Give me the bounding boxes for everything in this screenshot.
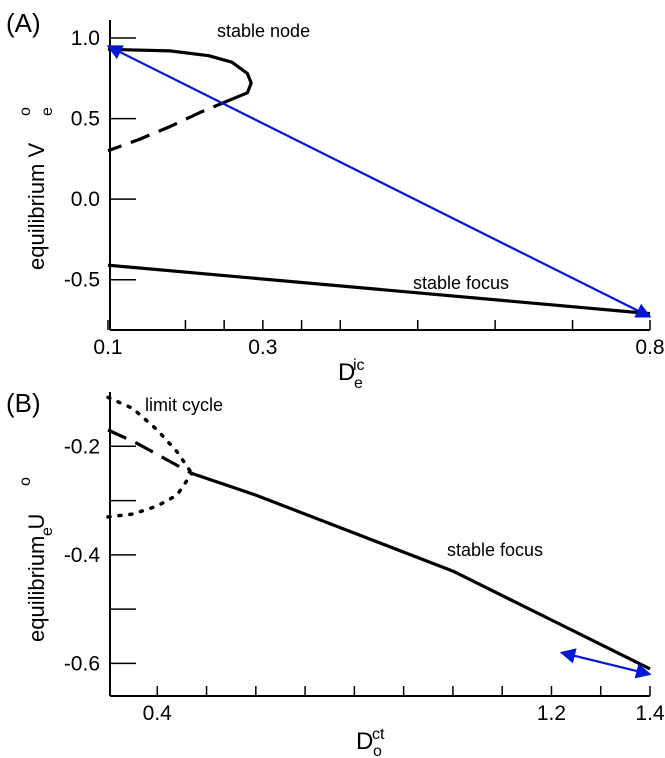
panel-a: (A) 0.1 0.3 0.8 1.0 0.5 0.0 -0.5 stable node s… [6, 8, 665, 392]
blue-double-arrow [108, 46, 650, 317]
series-branch-dotted [108, 473, 192, 517]
y-label-sup: o [17, 107, 34, 116]
series-branch-dashed [108, 99, 232, 151]
annotation-stable-focus-b: stable focus [447, 540, 543, 560]
y-label-sub: e [39, 107, 56, 116]
panel-a-axes [110, 20, 650, 330]
y-tick-label: -0.6 [64, 652, 100, 675]
y-tick-label: -0.5 [64, 269, 100, 292]
x-tick-label: 1.2 [537, 702, 566, 725]
y-label-base: equilibrium V [24, 143, 49, 270]
panel-a-ticks: 0.1 0.3 0.8 1.0 0.5 0.0 -0.5 [64, 27, 665, 359]
y-label-sup: o [17, 477, 34, 486]
x-label-sup: ct [372, 726, 385, 743]
y-tick-label: -0.4 [64, 544, 101, 567]
x-label-sup: ic [353, 357, 365, 374]
x-tick-label: 0.3 [248, 336, 277, 359]
annotation-stable-node: stable node [217, 21, 310, 41]
panel-a-y-label: equilibrium V o e [17, 107, 56, 270]
x-tick-label: 0.8 [635, 336, 664, 359]
panel-b-y-label: equilibrium U o e [17, 477, 56, 642]
panel-b-letter: (B) [6, 388, 41, 418]
panel-a-letter: (A) [6, 8, 41, 38]
x-tick-label: 1.4 [635, 702, 665, 725]
annotation-stable-focus-a: stable focus [413, 273, 509, 293]
x-label-sub: o [373, 743, 382, 758]
panel-a-x-label: D ic e [338, 357, 365, 392]
panel-b-curves [108, 397, 650, 674]
annotation-limit-cycle: limit cycle [145, 395, 223, 415]
series-branch-dashed [108, 430, 192, 473]
x-label-sub: e [354, 375, 363, 392]
y-tick-label: 0.0 [71, 188, 100, 211]
x-tick-label: 0.1 [93, 336, 122, 359]
y-tick-label: 1.0 [71, 27, 100, 50]
series-stable-focus-solid [192, 473, 650, 669]
y-tick-label: 0.5 [71, 108, 100, 131]
panel-b-x-label: D ct o [356, 726, 385, 758]
y-tick-label: -0.2 [64, 435, 100, 458]
panel-a-curves [108, 46, 650, 317]
panel-b: (B) 0.4 1.2 1.4 -0.2 -0.4 -0.6 limit cycle st… [6, 388, 665, 758]
series-stable-focus-solid [108, 265, 650, 313]
y-label-sub: e [39, 527, 56, 536]
panel-b-ticks: 0.4 1.2 1.4 -0.2 -0.4 -0.6 [64, 435, 665, 725]
x-label-base: D [356, 728, 373, 755]
x-tick-label: 0.4 [143, 702, 173, 725]
